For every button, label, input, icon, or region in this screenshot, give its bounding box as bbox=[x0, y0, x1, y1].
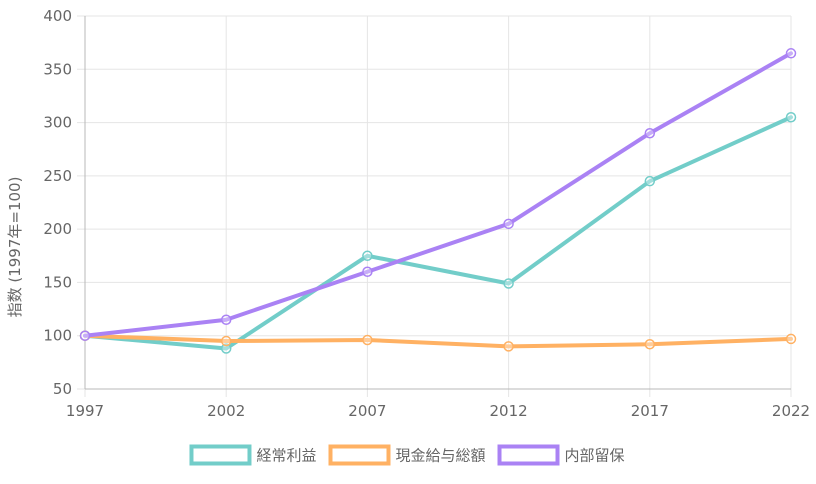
data-point bbox=[220, 314, 232, 325]
data-point bbox=[644, 127, 656, 139]
data-point bbox=[644, 175, 656, 187]
y-tick-label: 200 bbox=[43, 220, 72, 238]
legend-swatch bbox=[189, 444, 252, 466]
y-tick-label: 400 bbox=[43, 7, 72, 25]
axes: 50 100 150 200 250 300 350 400 1997 2002 2007 2012 2… bbox=[43, 7, 810, 420]
legend-item[interactable]: 現金給与総額 bbox=[328, 444, 486, 466]
data-point bbox=[644, 338, 656, 350]
series-3 bbox=[79, 48, 797, 341]
y-tick-label: 150 bbox=[43, 273, 72, 291]
y-tick-label: 250 bbox=[43, 167, 72, 185]
y-tick-label: 50 bbox=[53, 380, 72, 398]
data-point bbox=[785, 111, 797, 123]
legend-swatch bbox=[497, 444, 560, 466]
y-tick-label: 300 bbox=[43, 114, 72, 132]
x-tick-label: 2012 bbox=[490, 402, 528, 420]
legend[interactable]: 経常利益 現金給与総額 内部留保 bbox=[189, 444, 625, 466]
series-2 bbox=[79, 330, 797, 352]
x-tick-label: 2022 bbox=[772, 402, 810, 420]
data-point bbox=[503, 218, 514, 230]
x-tick-label: 2017 bbox=[631, 402, 669, 420]
data-point bbox=[785, 48, 797, 59]
series-lines bbox=[79, 48, 797, 354]
grid bbox=[77, 15, 792, 397]
data-point bbox=[362, 266, 373, 278]
series-line bbox=[83, 333, 793, 349]
legend-label: 内部留保 bbox=[565, 447, 625, 465]
data-point bbox=[362, 250, 373, 262]
series-1 bbox=[79, 111, 797, 354]
data-point bbox=[79, 330, 91, 341]
data-point bbox=[220, 343, 232, 354]
data-point bbox=[785, 333, 797, 345]
data-point bbox=[503, 278, 514, 289]
series-line bbox=[83, 115, 793, 351]
x-tick-label: 1997 bbox=[66, 402, 104, 420]
y-axis-label: 指数 (1997年=100) bbox=[6, 177, 24, 318]
data-point bbox=[362, 334, 373, 346]
data-point bbox=[220, 335, 232, 347]
legend-item[interactable]: 内部留保 bbox=[497, 444, 625, 466]
data-point bbox=[503, 341, 514, 352]
x-tick-label: 2002 bbox=[207, 402, 245, 420]
y-tick-label: 350 bbox=[43, 60, 72, 78]
y-tick-label: 100 bbox=[43, 327, 72, 345]
legend-label: 現金給与総額 bbox=[395, 447, 485, 465]
x-tick-label: 2007 bbox=[348, 402, 386, 420]
legend-label: 経常利益 bbox=[256, 447, 316, 465]
legend-swatch bbox=[328, 444, 391, 466]
series-line bbox=[83, 51, 793, 338]
legend-item[interactable]: 経常利益 bbox=[189, 444, 316, 466]
